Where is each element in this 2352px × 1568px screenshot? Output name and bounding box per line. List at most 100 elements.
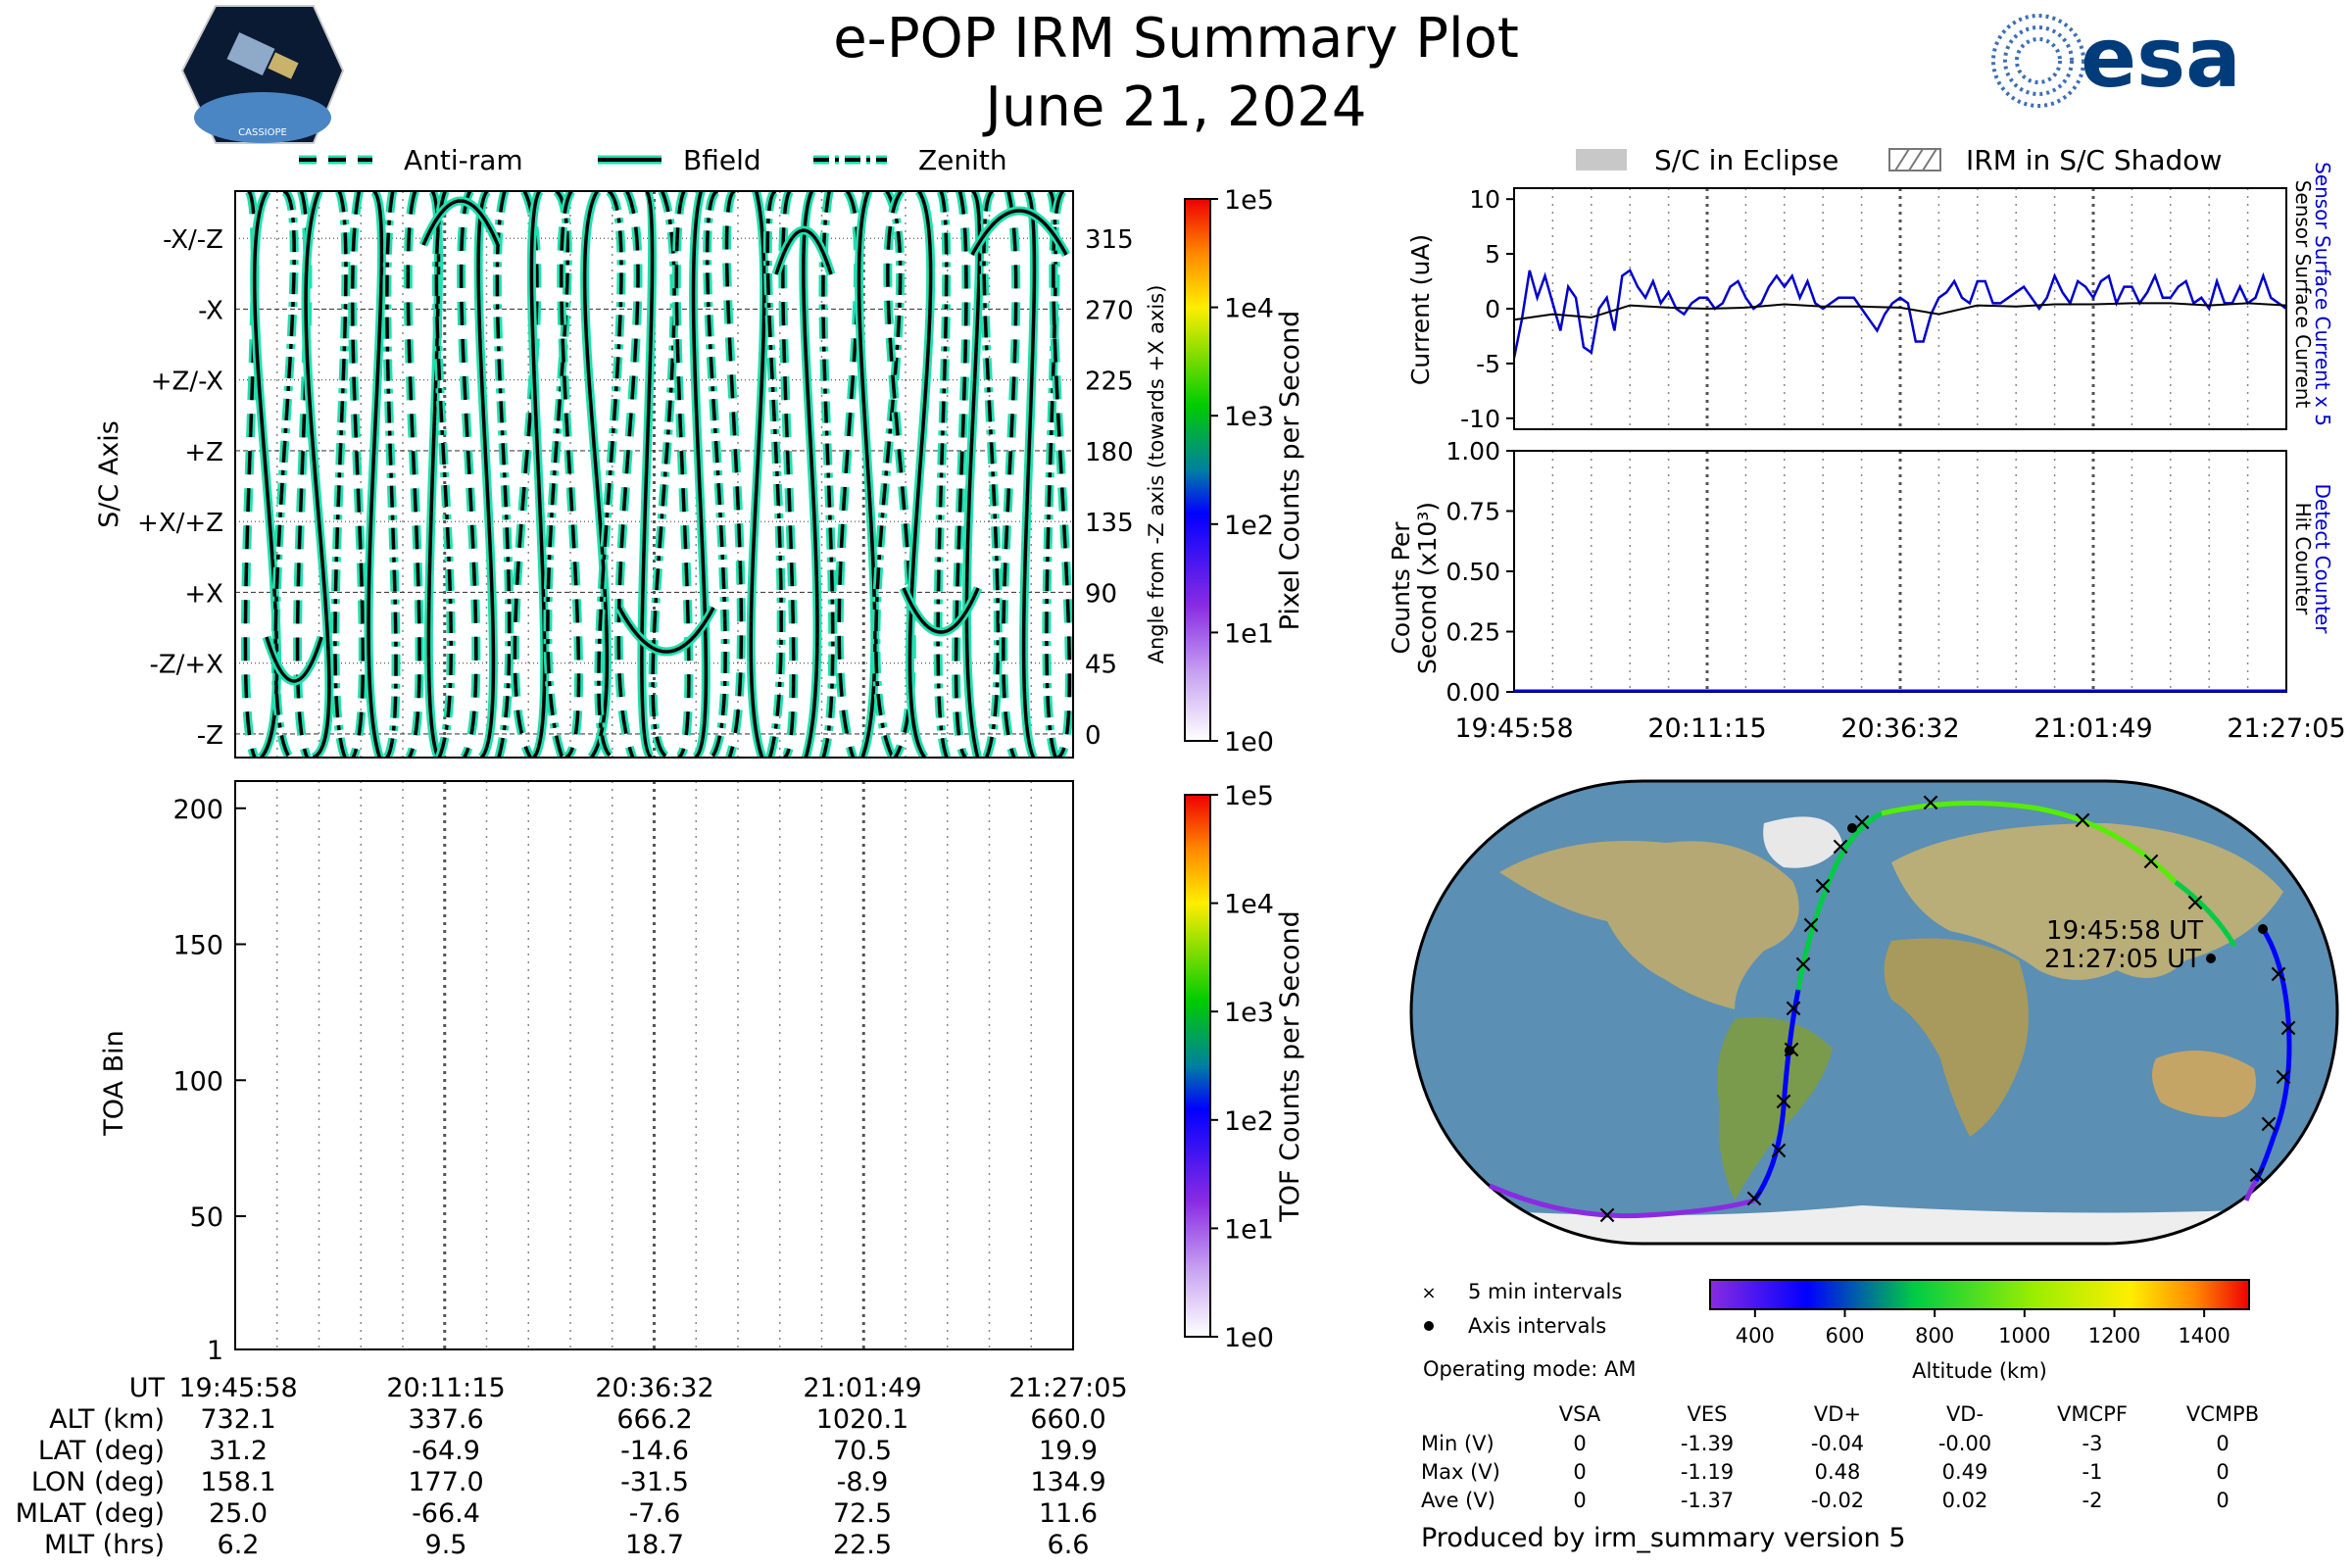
orbit-segment [2174,880,2237,948]
toa-tick-label: 100 [172,1066,223,1097]
altitude-tick-label: 1000 [1998,1324,2050,1348]
colorbar-tick-label: 1e5 [1224,185,1274,216]
voltage-row-label: Ave (V) [1421,1489,1495,1512]
orbit-segment [2243,1179,2259,1201]
pixel-panel: -X/-Z -X +Z/-X +Z +X/+Z +X -Z/+X -Z 315 270 225 18… [94,185,1305,759]
sc-axis-tick-label: +X [184,579,223,609]
counts-right-label-black: Hit Counter [2291,503,2315,615]
counts-tick-label: 0.00 [1446,678,1500,707]
interval-cross-marker: × [1743,1184,1765,1213]
angle-ylabel: Angle from -Z axis (towards +X axis) [1145,285,1168,664]
colorbar-tick-label: 1e2 [1224,511,1274,541]
voltage-header: VD- [1946,1402,1984,1426]
page-title: e-POP IRM Summary Plot [833,7,1519,71]
voltage-cell: -0.02 [1811,1489,1864,1512]
voltage-header: VD+ [1814,1402,1861,1426]
toa-tick-label: 200 [172,795,223,825]
ephemeris-value: -14.6 [620,1436,689,1466]
ephemeris-row-label: ALT (km) [49,1404,165,1435]
current-tick-label: 10 [1469,185,1500,214]
legend-eclipse: S/C in Eclipse [1654,144,1838,176]
interval-cross-marker: × [2072,806,2093,835]
toa-tick-label: 150 [172,931,223,961]
ephemeris-value: 25.0 [209,1498,268,1529]
bfield-trace [640,191,655,758]
angle-tick-label: 180 [1085,438,1134,467]
toa-time-gridlines [276,781,1032,1349]
bfield-trace [691,191,709,758]
zenith-trace [1045,191,1057,758]
sensor-current-line [1514,302,2286,321]
anti-ram-trace [886,191,914,758]
toa-tick-label: 1 [207,1336,223,1366]
zenith-trace [936,191,949,758]
colorbar-tick-label: 1e4 [1224,890,1274,920]
current-lines [1514,269,2286,359]
ephemeris-value: -31.5 [620,1467,689,1497]
voltage-cell: -2 [2082,1489,2103,1512]
bfield-loop [617,607,715,654]
colorbar-tick-label: 1e1 [1224,1214,1274,1245]
voltage-cell: -1 [2082,1460,2103,1484]
legend-bfield: Bfield [683,144,761,176]
sensor-current-x5-line [1514,269,2286,359]
esa-logo: esa [1991,10,2241,108]
interval-cross-marker: × [1596,1200,1618,1230]
zenith-trace [651,191,676,758]
interval-cross-marker: × [1792,950,1814,979]
colorbar-tick-label: 1e0 [1224,1323,1274,1353]
toa-colorbar [1184,794,1211,1338]
counts-ylabel-line1: Counts Per [1387,521,1415,655]
ephemeris-value: -7.6 [629,1498,681,1529]
ephemeris-value: 9.5 [425,1530,467,1560]
angle-tick-label: 90 [1085,579,1117,609]
current-y-ticks: 10 5 0 -5 -10 [1460,185,1514,433]
logo-text: CASSIOPE [238,127,287,138]
counts-ylabel-line2: Second (x10³) [1413,502,1442,674]
pixel-colorbar-label: Pixel Counts per Second [1275,311,1305,631]
toa-y-ticks: 200 150 100 50 1 [172,795,246,1366]
ephemeris-value: 31.2 [209,1436,268,1466]
esa-wordmark: esa [2081,10,2241,106]
sc-axis-tick-label: -X [198,296,223,325]
interval-cross-marker: × [1800,910,1822,940]
ephemeris-value: 11.6 [1039,1498,1098,1529]
end-time-label: 21:27:05 UT [2044,945,2201,974]
orbit-markers: ×××××××××××××××××××× [1596,788,2299,1230]
ephemeris-value: 72.5 [833,1498,892,1529]
axis-interval-dot [1847,823,1857,833]
bfield-loop [265,636,323,683]
anti-ram-trace [781,191,796,758]
bfield-loop [774,228,833,275]
bfield-loop [902,587,980,634]
zenith-trace [982,191,1001,758]
voltage-cell: -3 [2082,1432,2103,1455]
anti-ram-trace [406,191,421,758]
header: CASSIOPE e-POP IRM Summary Plot June 21,… [180,5,2241,144]
altitude-tick-label: 600 [1825,1324,1864,1348]
altitude-ticks: 400 600 800 1000 1200 1400 [1736,1309,2230,1348]
counts-time-tick-label: 21:01:49 [2034,713,2152,744]
ephemeris-value: 177.0 [408,1467,483,1497]
sc-axis-tick-label: -Z/+X [149,651,223,680]
bfield-trace [582,191,610,758]
ephemeris-value: 666.2 [616,1404,692,1435]
anti-ram-trace [560,191,581,758]
interval-cross-marker: × [2278,1013,2299,1043]
interval-cross-marker: × [2258,1109,2279,1139]
voltage-cell: 0.49 [1942,1460,1988,1484]
interval-cross-marker: × [2184,888,2206,917]
ephemeris-value: 732.1 [200,1404,275,1435]
pixel-frame [234,190,1074,759]
interval-cross-marker: × [1812,871,1834,901]
counts-time-tick-label: 20:36:32 [1840,713,1959,744]
zenith-trace [434,191,453,758]
angle-tick-label: 135 [1085,509,1134,538]
ephemeris-table: UT 19:45:58 20:11:15 20:36:32 21:01:49 21:27:… [16,1373,1128,1560]
altitude-colorbar: 400 600 800 1000 1200 1400 Altitude (km) [1709,1279,2250,1383]
sc-axis-tick-label: +Z [184,438,223,467]
zenith-trace [765,191,783,758]
counts-time-tick-label: 21:27:05 [2227,713,2345,744]
time-tick-label: 21:27:05 [1008,1373,1127,1403]
voltage-cell: -0.00 [1938,1432,1991,1455]
